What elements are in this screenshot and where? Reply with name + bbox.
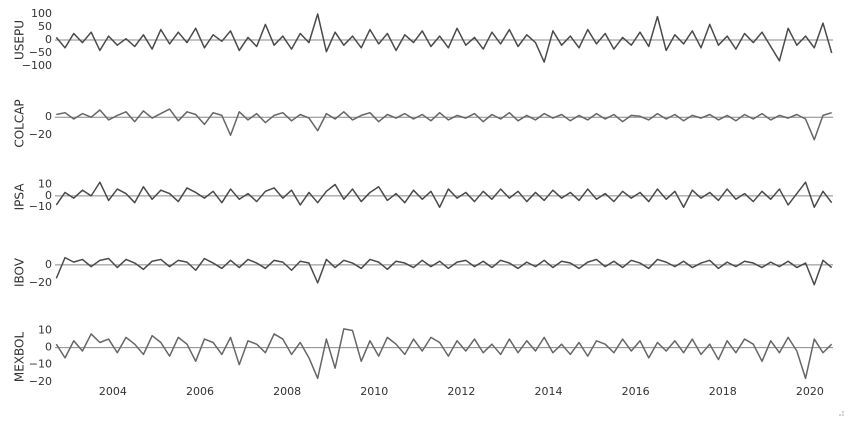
- series-line: [55, 181, 833, 208]
- y-tick-label: 0: [45, 341, 52, 354]
- y-tick-label: 50: [38, 20, 52, 33]
- y-tick-label: 10: [38, 324, 52, 337]
- y-tick-label: −20: [29, 375, 52, 388]
- series-line: [56, 108, 832, 141]
- y-tick-label: 0: [45, 110, 52, 123]
- y-tick-label: −50: [29, 46, 52, 59]
- x-tick-label: 2008: [273, 385, 301, 398]
- x-tick-label: 2020: [796, 385, 824, 398]
- series-line: [55, 13, 833, 63]
- y-tick-label: 0: [45, 258, 52, 271]
- x-tick-label: 2006: [186, 385, 214, 398]
- y-tick-label: −20: [29, 276, 52, 289]
- y-axis-title: MEXBOL: [13, 332, 27, 383]
- x-tick-label: 2018: [709, 385, 737, 398]
- y-tick-label: 0: [45, 33, 52, 46]
- y-axis-title: IBOV: [13, 257, 27, 287]
- series-line: [55, 328, 833, 380]
- x-tick-label: 2012: [447, 385, 475, 398]
- x-tick-label: 2004: [99, 385, 127, 398]
- y-tick-label: 0: [45, 189, 52, 202]
- y-tick-label: −10: [29, 200, 52, 213]
- x-tick-label: 2014: [535, 385, 563, 398]
- y-tick-label: −20: [29, 128, 52, 141]
- y-tick-label: 100: [31, 7, 52, 20]
- y-tick-label: −100: [22, 59, 52, 72]
- y-tick-label: −10: [29, 358, 52, 371]
- resize-handle: [839, 411, 844, 416]
- series-line: [55, 256, 833, 286]
- y-axis-title: IPSA: [13, 183, 27, 211]
- x-tick-label: 2010: [360, 385, 388, 398]
- x-tick-label: 2016: [622, 385, 650, 398]
- y-tick-label: 10: [38, 178, 52, 191]
- y-axis-title: COLCAP: [13, 99, 27, 147]
- y-axis-title: USEPU: [13, 20, 27, 60]
